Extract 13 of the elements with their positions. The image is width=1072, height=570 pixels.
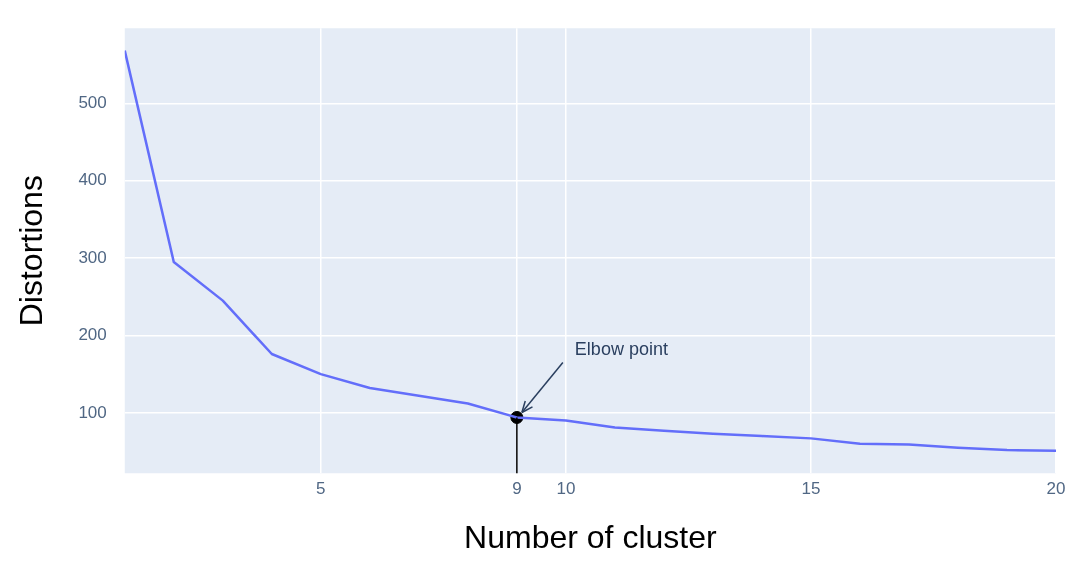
- y-tick-label: 500: [78, 92, 107, 112]
- y-tick-label: 300: [78, 247, 107, 267]
- x-axis-title: Number of cluster: [464, 518, 717, 555]
- y-tick-label: 200: [78, 325, 107, 345]
- x-tick-label: 9: [512, 479, 522, 499]
- x-tick-label: 15: [801, 479, 821, 499]
- y-tick-label: 400: [78, 170, 107, 190]
- x-tick-label: 10: [556, 479, 576, 499]
- annotation: Elbow point: [574, 339, 668, 360]
- x-tick-label: 5: [316, 479, 326, 499]
- x-tick-label: 20: [1046, 479, 1066, 499]
- y-axis-title: Distortions: [13, 175, 50, 327]
- y-tick-label: 100: [78, 402, 107, 422]
